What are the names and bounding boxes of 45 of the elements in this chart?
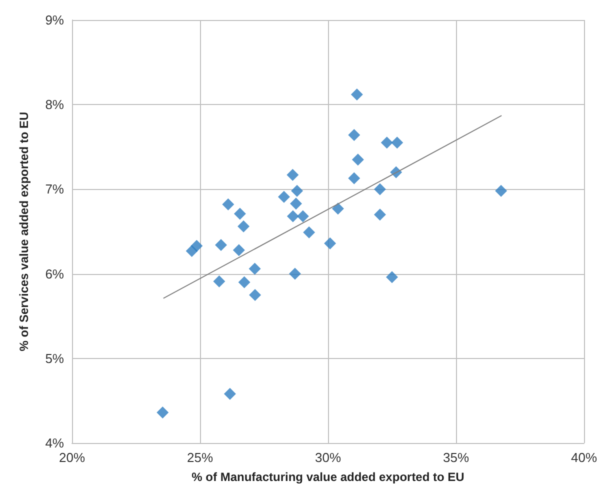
point: [278, 190, 290, 203]
point: [296, 210, 309, 222]
point: [232, 244, 245, 256]
point: [290, 198, 302, 210]
x-tick-label: 20%: [58, 450, 86, 465]
point: [248, 262, 261, 275]
point: [391, 136, 404, 149]
point: [156, 406, 169, 419]
point: [495, 184, 508, 197]
point: [234, 208, 246, 220]
point: [303, 226, 316, 238]
point: [222, 198, 234, 210]
point: [286, 210, 299, 222]
point: [249, 288, 262, 301]
point: [350, 88, 363, 100]
point: [374, 208, 386, 221]
point: [238, 220, 250, 232]
point: [324, 237, 336, 250]
y-tick-label: 7%: [45, 182, 64, 197]
y-tick-label: 9%: [45, 12, 64, 28]
x-tick-label: 25%: [186, 450, 214, 465]
point: [190, 240, 203, 252]
y-tick-label: 6%: [45, 266, 64, 282]
y-tick-label: 5%: [45, 350, 64, 366]
point: [352, 154, 364, 166]
point: [374, 183, 386, 196]
point: [213, 275, 226, 288]
x-axis-title: % of Manufacturing value added exported to EU: [192, 470, 464, 484]
x-tick-label: 35%: [442, 450, 470, 465]
point: [214, 239, 227, 252]
point: [224, 388, 236, 400]
point: [291, 184, 304, 197]
point: [332, 202, 344, 215]
point: [288, 268, 301, 280]
x-tick-label: 30%: [314, 450, 342, 465]
point: [238, 276, 250, 288]
point: [348, 129, 360, 142]
point: [380, 136, 393, 149]
y-tick-label: 8%: [45, 97, 64, 112]
point: [348, 172, 360, 184]
y-axis-title: % of Services value added exported to EU: [17, 112, 31, 352]
x-tick-label: 40%: [570, 450, 598, 465]
y-tick-label: 4%: [45, 436, 64, 450]
point: [386, 271, 398, 284]
point: [286, 168, 299, 181]
